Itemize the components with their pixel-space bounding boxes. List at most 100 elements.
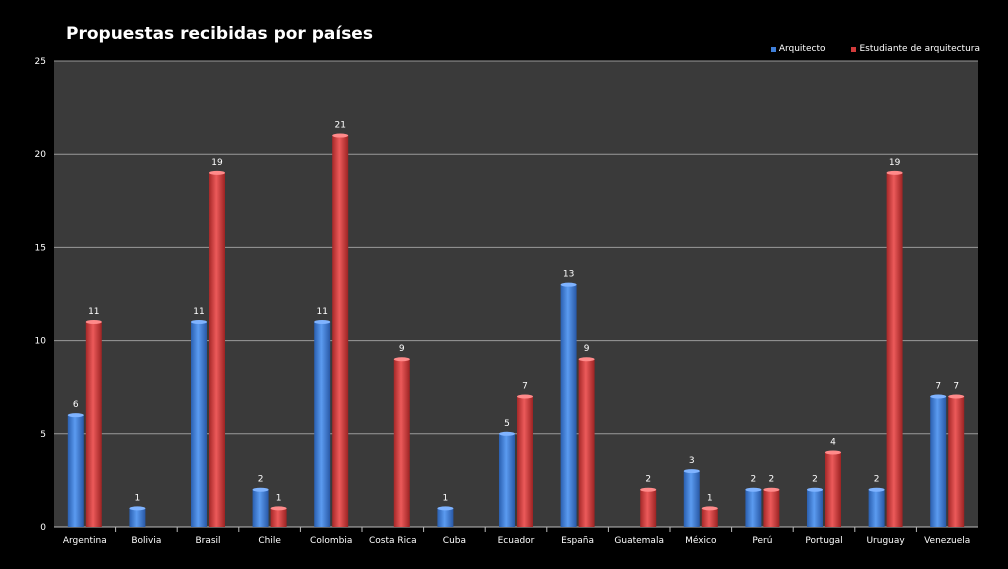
bar-cap-costa-rica-estudiante bbox=[393, 357, 410, 362]
bar-cap-portugal-arquitecto bbox=[807, 487, 823, 492]
bar-cap-perú-estudiante bbox=[763, 487, 780, 492]
bar-cap-españa-estudiante bbox=[578, 357, 595, 362]
data-label-portugal-arquitecto: 2 bbox=[812, 475, 818, 485]
bar-argentina-estudiante bbox=[85, 321, 102, 527]
data-label-españa-estudiante: 9 bbox=[584, 344, 590, 354]
data-label-argentina-arquitecto: 6 bbox=[73, 400, 79, 410]
bar-cap-venezuela-estudiante bbox=[948, 394, 965, 399]
data-label-perú-arquitecto: 2 bbox=[751, 475, 757, 485]
bar-cap-chile-arquitecto bbox=[252, 487, 269, 492]
y-tick-label-15: 15 bbox=[35, 243, 46, 253]
bar-ecuador-arquitecto bbox=[499, 433, 515, 527]
x-tick-label-bolivia: Bolivia bbox=[131, 536, 161, 546]
bar-cap-brasil-arquitecto bbox=[191, 319, 207, 324]
bar-colombia-arquitecto bbox=[314, 321, 331, 527]
data-label-bolivia-arquitecto: 1 bbox=[135, 493, 141, 503]
data-label-guatemala-estudiante: 2 bbox=[645, 475, 651, 485]
bar-ecuador-estudiante bbox=[517, 396, 533, 527]
x-tick-label-ecuador: Ecuador bbox=[498, 536, 535, 546]
bar-argentina-arquitecto bbox=[67, 415, 84, 527]
bar-chile-estudiante bbox=[270, 508, 287, 527]
bar-méxico-estudiante bbox=[701, 508, 718, 527]
data-label-colombia-arquitecto: 11 bbox=[316, 307, 327, 317]
data-label-cuba-arquitecto: 1 bbox=[443, 493, 449, 503]
x-tick-label-uruguay: Uruguay bbox=[866, 536, 905, 546]
bar-cap-ecuador-estudiante bbox=[517, 394, 533, 399]
bar-cap-colombia-estudiante bbox=[332, 133, 349, 138]
x-tick-label-perú: Perú bbox=[752, 536, 772, 546]
bar-perú-arquitecto bbox=[745, 489, 762, 527]
bar-cap-méxico-arquitecto bbox=[683, 469, 700, 474]
bar-cap-méxico-estudiante bbox=[701, 506, 718, 511]
bar-cap-chile-estudiante bbox=[270, 506, 287, 511]
data-label-argentina-estudiante: 11 bbox=[88, 307, 99, 317]
bar-brasil-arquitecto bbox=[191, 321, 207, 527]
bar-cap-guatemala-estudiante bbox=[640, 487, 657, 492]
x-tick-label-colombia: Colombia bbox=[310, 536, 352, 546]
y-tick-label-10: 10 bbox=[35, 337, 47, 347]
bar-cap-uruguay-arquitecto bbox=[868, 487, 885, 492]
data-label-chile-estudiante: 1 bbox=[276, 493, 282, 503]
bar-guatemala-estudiante bbox=[640, 489, 657, 527]
data-label-chile-arquitecto: 2 bbox=[258, 475, 264, 485]
legend-swatch-estudiante bbox=[851, 46, 857, 52]
bar-cuba-arquitecto bbox=[437, 508, 454, 527]
bar-españa-arquitecto bbox=[560, 284, 577, 527]
bar-cap-bolivia-arquitecto bbox=[129, 506, 146, 511]
legend: Arquitecto Estudiante de arquitectura bbox=[770, 44, 980, 54]
bar-españa-estudiante bbox=[578, 359, 595, 527]
data-label-perú-estudiante: 2 bbox=[769, 475, 775, 485]
bar-portugal-estudiante bbox=[825, 452, 841, 527]
x-tick-label-portugal: Portugal bbox=[805, 536, 842, 546]
bar-uruguay-estudiante bbox=[886, 172, 903, 527]
x-tick-label-brasil: Brasil bbox=[195, 536, 220, 546]
data-label-ecuador-estudiante: 7 bbox=[522, 382, 528, 392]
x-tick-label-costa-rica: Costa Rica bbox=[369, 536, 417, 546]
bar-cap-argentina-arquitecto bbox=[67, 413, 84, 418]
bar-bolivia-arquitecto bbox=[129, 508, 146, 527]
bar-cap-argentina-estudiante bbox=[85, 319, 102, 324]
data-label-méxico-arquitecto: 3 bbox=[689, 456, 695, 466]
data-label-venezuela-arquitecto: 7 bbox=[935, 382, 941, 392]
bar-cap-perú-arquitecto bbox=[745, 487, 762, 492]
x-tick-label-españa: España bbox=[561, 536, 594, 546]
chart-title: Propuestas recibidas por países bbox=[66, 24, 373, 44]
y-tick-label-5: 5 bbox=[40, 430, 46, 440]
x-tick-label-guatemala: Guatemala bbox=[614, 536, 664, 546]
legend-item-estudiante: Estudiante de arquitectura bbox=[851, 44, 980, 54]
bar-brasil-estudiante bbox=[209, 172, 225, 527]
bar-colombia-estudiante bbox=[332, 135, 349, 527]
legend-label-arquitecto: Arquitecto bbox=[778, 44, 826, 54]
bar-cap-ecuador-arquitecto bbox=[499, 431, 515, 436]
y-tick-label-0: 0 bbox=[40, 523, 46, 533]
bar-venezuela-estudiante bbox=[948, 396, 965, 527]
y-tick-label-25: 25 bbox=[35, 57, 46, 67]
data-label-brasil-arquitecto: 11 bbox=[193, 307, 204, 317]
data-label-méxico-estudiante: 1 bbox=[707, 493, 713, 503]
data-label-portugal-estudiante: 4 bbox=[830, 437, 836, 447]
bar-venezuela-arquitecto bbox=[930, 396, 947, 527]
bar-uruguay-arquitecto bbox=[868, 489, 885, 527]
bar-cap-españa-arquitecto bbox=[560, 282, 577, 287]
data-label-uruguay-estudiante: 19 bbox=[889, 158, 901, 168]
bar-costa-rica-estudiante bbox=[393, 359, 410, 527]
bar-cap-venezuela-arquitecto bbox=[930, 394, 947, 399]
bar-cap-colombia-arquitecto bbox=[314, 319, 331, 324]
bar-cap-cuba-arquitecto bbox=[437, 506, 454, 511]
data-label-brasil-estudiante: 19 bbox=[211, 158, 223, 168]
bar-cap-portugal-estudiante bbox=[825, 450, 841, 455]
data-label-españa-arquitecto: 13 bbox=[563, 270, 574, 280]
data-label-costa-rica-estudiante: 9 bbox=[399, 344, 405, 354]
legend-swatch-arquitecto bbox=[770, 46, 776, 52]
bar-perú-estudiante bbox=[763, 489, 780, 527]
data-label-colombia-estudiante: 21 bbox=[334, 121, 345, 131]
x-tick-label-méxico: México bbox=[685, 535, 717, 546]
x-tick-label-argentina: Argentina bbox=[63, 536, 107, 546]
data-label-ecuador-arquitecto: 5 bbox=[504, 419, 510, 429]
legend-label-estudiante: Estudiante de arquitectura bbox=[859, 44, 980, 54]
bar-cap-brasil-estudiante bbox=[209, 170, 225, 175]
legend-item-arquitecto: Arquitecto bbox=[770, 44, 826, 54]
data-label-uruguay-arquitecto: 2 bbox=[874, 475, 880, 485]
y-tick-label-20: 20 bbox=[35, 150, 47, 160]
